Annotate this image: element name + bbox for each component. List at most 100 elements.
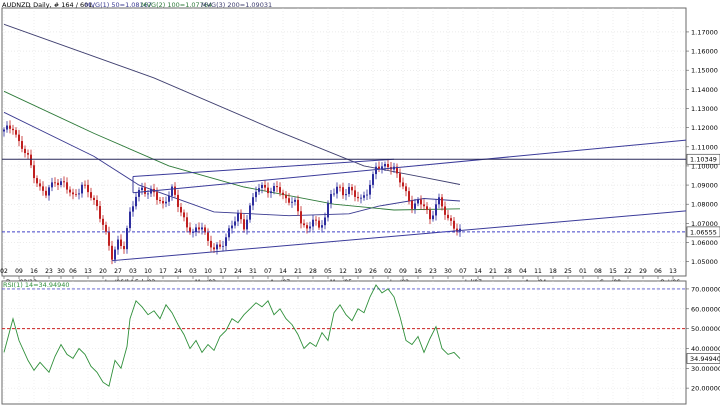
price-tick-label: 1.09000 (691, 182, 718, 190)
candle-body (237, 213, 239, 222)
candle-body (306, 225, 308, 229)
candle-body (426, 206, 428, 210)
candle-body (429, 209, 431, 220)
time-tick-label: 13 (669, 268, 677, 275)
candle-body (222, 245, 224, 247)
candle-body (183, 212, 185, 218)
candle-body (189, 227, 191, 233)
time-tick-label: 27 (114, 268, 122, 275)
time-tick-label: 09 (15, 268, 23, 275)
trendlines (111, 139, 687, 262)
candle-body (60, 181, 62, 186)
price-grid (2, 8, 686, 276)
candle-body (402, 182, 404, 187)
rsi-pane[interactable]: 20.00000 30.00000 40.00000 50.00000 60.00000… (1, 280, 720, 405)
price-tick-label: 1.08000 (691, 201, 718, 209)
candle-body (96, 199, 98, 207)
candle-body (273, 186, 275, 192)
candle-body (138, 190, 140, 197)
candle-body (57, 182, 59, 186)
candle-body (435, 204, 437, 216)
candle-body (243, 219, 245, 230)
candle-body (207, 232, 209, 241)
candle-body (276, 186, 278, 188)
candle-body (48, 187, 50, 196)
rsi-tick-label: 40.00000 (691, 345, 720, 353)
candle-body (171, 186, 173, 196)
candle-body (63, 181, 65, 183)
trendline (132, 158, 395, 177)
candle-body (135, 196, 137, 207)
candle-body (234, 221, 236, 226)
price-tick-label: 1.13000 (691, 105, 718, 113)
level-price-label: 1.10349 (690, 156, 717, 164)
candle-body (105, 224, 107, 232)
candle-body (144, 187, 146, 194)
candle-body (351, 186, 353, 191)
candle-body (108, 231, 110, 246)
candle-body (129, 211, 131, 229)
candle-body (255, 191, 257, 198)
candle-body (330, 194, 332, 204)
candle-body (363, 195, 365, 198)
candle-body (408, 191, 410, 201)
candle-body (417, 199, 419, 204)
time-tick-label: 03 (189, 268, 197, 275)
candle-body (420, 199, 422, 205)
candle-body (12, 128, 14, 131)
trendline (111, 210, 687, 262)
time-tick-label: 16 (414, 268, 422, 275)
candle-body (198, 227, 200, 230)
rsi-axis: 20.00000 30.00000 40.00000 50.00000 60.00000… (686, 285, 720, 393)
candle-body (258, 188, 260, 192)
candle-body (195, 227, 197, 233)
candle-body (33, 165, 35, 179)
rsi-tick-label: 50.00000 (691, 325, 720, 333)
candle-body (387, 164, 389, 168)
price-tick-label: 1.11000 (691, 143, 718, 151)
time-tick-label: 28 (504, 268, 512, 275)
time-tick-label: 10 (204, 268, 212, 275)
candle-body (225, 237, 227, 246)
time-tick-label: 30 (444, 268, 452, 275)
candle-body (51, 182, 53, 188)
chart-info: , Daily, # 164 / 601, (29, 1, 94, 9)
time-tick-label: 14 (279, 268, 287, 275)
price-tick-label: 1.17000 (691, 28, 718, 36)
candle-body (342, 187, 344, 196)
candle-body (3, 129, 5, 132)
time-tick-label: 16 (30, 268, 38, 275)
candle-body (312, 219, 314, 227)
candle-body (366, 194, 368, 196)
candle-body (75, 194, 77, 196)
candle-body (72, 192, 74, 195)
candle-body (399, 173, 401, 183)
time-tick-label: 06 (654, 268, 662, 275)
candle-body (210, 240, 212, 248)
time-tick-label: 17 (159, 268, 167, 275)
time-tick-label: 21 (489, 268, 497, 275)
candle-body (219, 244, 221, 247)
time-tick-label: 23 (45, 268, 53, 275)
rsi-label: RSI(1) 14=34.94940 (3, 281, 70, 289)
candle-body (357, 196, 359, 199)
candle-body (279, 187, 281, 193)
rsi-tick-label: 60.00000 (691, 305, 720, 313)
candle-body (30, 154, 32, 166)
candle-body (87, 184, 89, 193)
candle-body (36, 178, 38, 184)
time-tick-label: 29 (639, 268, 647, 275)
level-price-label: 1.06555 (690, 228, 717, 236)
time-tick-label: 20 (99, 268, 107, 275)
candle-body (384, 164, 386, 167)
candle-body (45, 190, 47, 196)
time-tick-label: 21 (294, 268, 302, 275)
ma3-label: MVG(3) 200=1.09031 (201, 1, 272, 9)
candle-body (423, 204, 425, 207)
time-tick-label: 24 (234, 268, 242, 275)
time-tick-label: 26 (369, 268, 377, 275)
price-pane[interactable]: 1.05000 1.06000 1.07000 1.08000 1.09000 1.100… (0, 7, 720, 286)
candle-body (192, 232, 194, 233)
